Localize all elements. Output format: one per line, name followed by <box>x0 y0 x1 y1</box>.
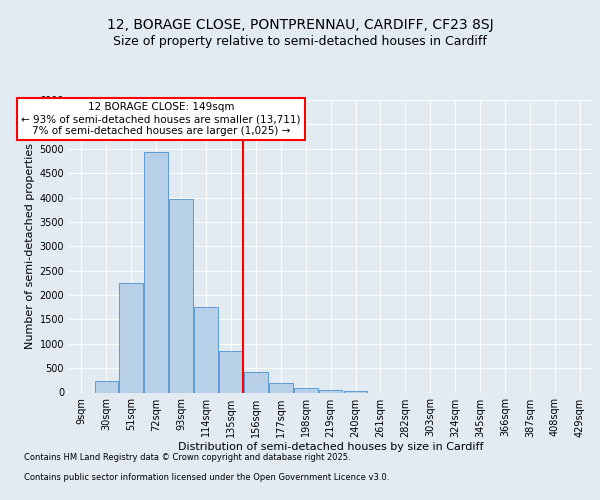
Text: 12, BORAGE CLOSE, PONTPRENNAU, CARDIFF, CF23 8SJ: 12, BORAGE CLOSE, PONTPRENNAU, CARDIFF, … <box>107 18 493 32</box>
Text: Contains HM Land Registry data © Crown copyright and database right 2025.: Contains HM Land Registry data © Crown c… <box>24 454 350 462</box>
Bar <box>95 381 118 392</box>
Text: 12 BORAGE CLOSE: 149sqm
← 93% of semi-detached houses are smaller (13,711)
7% of: 12 BORAGE CLOSE: 149sqm ← 93% of semi-de… <box>22 102 301 136</box>
Bar <box>244 372 268 392</box>
Bar <box>169 200 193 392</box>
Bar <box>294 388 317 392</box>
Text: Size of property relative to semi-detached houses in Cardiff: Size of property relative to semi-detach… <box>113 35 487 48</box>
Bar <box>145 152 168 392</box>
Bar <box>344 390 367 392</box>
Text: Contains public sector information licensed under the Open Government Licence v3: Contains public sector information licen… <box>24 474 389 482</box>
Bar <box>219 351 243 393</box>
X-axis label: Distribution of semi-detached houses by size in Cardiff: Distribution of semi-detached houses by … <box>178 442 484 452</box>
Bar <box>194 306 218 392</box>
Bar <box>319 390 343 392</box>
Y-axis label: Number of semi-detached properties: Number of semi-detached properties <box>25 143 35 350</box>
Bar <box>269 384 293 392</box>
Bar <box>119 283 143 393</box>
